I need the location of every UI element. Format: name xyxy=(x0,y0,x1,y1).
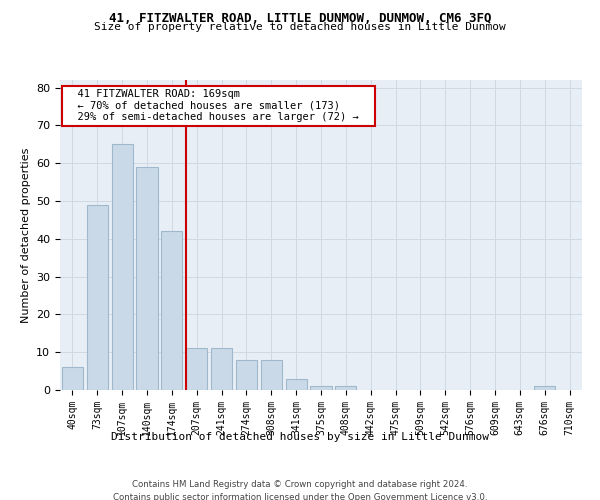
Text: Contains HM Land Registry data © Crown copyright and database right 2024.: Contains HM Land Registry data © Crown c… xyxy=(132,480,468,489)
Bar xyxy=(286,378,307,390)
Text: Distribution of detached houses by size in Little Dunmow: Distribution of detached houses by size … xyxy=(111,432,489,442)
Y-axis label: Number of detached properties: Number of detached properties xyxy=(20,148,31,322)
Bar xyxy=(335,386,356,390)
Bar xyxy=(62,368,83,390)
Text: 41, FITZWALTER ROAD, LITTLE DUNMOW, DUNMOW, CM6 3FQ: 41, FITZWALTER ROAD, LITTLE DUNMOW, DUNM… xyxy=(109,12,491,26)
Bar xyxy=(534,386,555,390)
Bar xyxy=(87,205,108,390)
Bar xyxy=(236,360,257,390)
Bar xyxy=(112,144,133,390)
Text: 41 FITZWALTER ROAD: 169sqm  
  ← 70% of detached houses are smaller (173)  
  29: 41 FITZWALTER ROAD: 169sqm ← 70% of deta… xyxy=(65,90,371,122)
Text: Size of property relative to detached houses in Little Dunmow: Size of property relative to detached ho… xyxy=(94,22,506,32)
Bar xyxy=(310,386,332,390)
Bar xyxy=(136,167,158,390)
Bar xyxy=(261,360,282,390)
Text: Contains public sector information licensed under the Open Government Licence v3: Contains public sector information licen… xyxy=(113,492,487,500)
Bar xyxy=(161,231,182,390)
Bar xyxy=(186,348,207,390)
Bar xyxy=(211,348,232,390)
